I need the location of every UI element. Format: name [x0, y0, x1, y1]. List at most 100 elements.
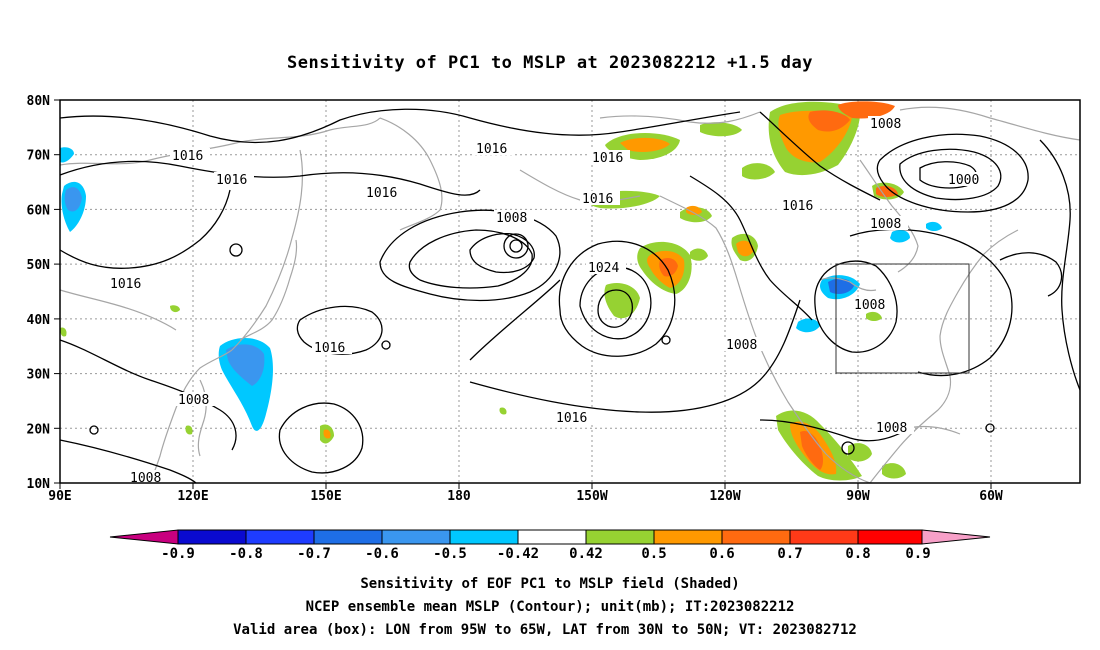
contour-low-mid — [408, 229, 533, 289]
caption-line-2: NCEP ensemble mean MSLP (Contour); unit(… — [306, 599, 795, 615]
colorbar-label: -0.7 — [297, 546, 331, 562]
colorbar-label: 0.8 — [845, 546, 870, 562]
contour-small-ring — [841, 441, 855, 455]
colorbar-cell — [177, 529, 247, 545]
shade-dot-green — [499, 407, 507, 415]
contour-small-ring5 — [381, 340, 391, 350]
lat-label: 50N — [27, 258, 51, 273]
label-bg — [780, 198, 820, 212]
contour-pac-1 — [469, 279, 561, 361]
label-bg — [128, 470, 168, 483]
contour-label: 1008 — [496, 211, 527, 226]
contour-scs-1008 — [59, 439, 197, 484]
contour-label: 1008 — [870, 117, 901, 132]
contour-label: 1016 — [366, 186, 397, 201]
caption-line-1: Sensitivity of EOF PC1 to MSLP field (Sh… — [360, 576, 739, 592]
contour-label: 1016 — [592, 151, 623, 166]
colorbar-label: 0.5 — [641, 546, 666, 562]
colorbar-label: 0.6 — [709, 546, 734, 562]
shade-hudson-blue — [890, 230, 910, 243]
colorbar-label: -0.6 — [365, 546, 399, 562]
latitude-labels: 80N 70N 60N 50N 40N 30N 20N 10N — [27, 94, 51, 492]
contour-low-outer — [379, 209, 561, 302]
contour-small-ring4 — [229, 243, 243, 257]
coast-aleutians — [519, 169, 641, 203]
shade-ohio-green — [866, 311, 882, 321]
label-bg — [868, 116, 908, 130]
contour-small-ring6 — [661, 335, 671, 345]
shade-green-130w — [700, 122, 742, 137]
contour-label: 1008 — [870, 217, 901, 232]
contour-wpac-1008 — [59, 339, 237, 451]
shade-china-green — [170, 305, 180, 313]
label-bg — [554, 410, 594, 424]
lon-label: 90E — [48, 489, 71, 504]
colorbar-label: -0.9 — [161, 546, 195, 562]
shade-edge-green — [60, 327, 67, 337]
colorbar: -0.9 -0.8 -0.7 -0.6 -0.5 -0.42 0.42 0.5 … — [109, 529, 991, 562]
label-bg — [590, 150, 630, 164]
shade-goa2-orange — [686, 205, 702, 215]
colorbar-label: 0.42 — [569, 546, 603, 562]
contour-label: 1016 — [216, 173, 247, 188]
caption-line-3: Valid area (box): LON from 95W to 65W, L… — [233, 622, 857, 638]
contour-arctic-1 — [759, 111, 881, 201]
lon-label: 60W — [979, 489, 1003, 504]
shade-cpac3-green — [690, 248, 708, 261]
contour-bc — [689, 175, 813, 321]
contour-label: 1016 — [110, 277, 141, 292]
contour-label: 1016 — [476, 142, 507, 157]
colorbar-left-arrow — [109, 529, 179, 545]
lon-label: 180 — [447, 489, 471, 504]
map-frame — [59, 99, 1081, 484]
colorbar-right-arrow — [921, 529, 991, 545]
map-gridlines — [60, 100, 1080, 483]
label-bg — [312, 340, 352, 354]
shade-green-175 — [742, 163, 775, 180]
colorbar-cell — [517, 529, 587, 545]
coast-okhotsk — [231, 149, 304, 351]
contour-low-core2 — [509, 239, 523, 253]
colorbar-cell — [449, 529, 519, 545]
contour-labels: 1016 1016 1016 1016 1016 1016 1016 1016 … — [108, 116, 986, 486]
label-bg — [852, 297, 892, 311]
contour-1016-ring — [296, 305, 383, 355]
lat-label: 70N — [27, 149, 51, 164]
contour-low-east-outer — [876, 133, 1029, 213]
contour-gulf-1008 — [759, 419, 911, 442]
lon-label: 120E — [177, 489, 208, 504]
label-bg — [580, 191, 620, 205]
lat-label: 10N — [27, 477, 51, 492]
contour-label: 1000 — [948, 173, 979, 188]
figure-captions: Sensitivity of EOF PC1 to MSLP field (Sh… — [233, 576, 857, 638]
figure-title: Sensitivity of PC1 to MSLP at 2023082212… — [287, 53, 813, 73]
contour-wpac-high — [278, 402, 364, 474]
contour-label: 1016 — [556, 411, 587, 426]
sensitivity-shading — [60, 101, 942, 481]
shade-wpac-blue — [226, 344, 265, 386]
valid-area-box — [835, 263, 970, 374]
label-bg — [494, 210, 534, 224]
contour-pac-1016-south — [469, 299, 801, 413]
shade-caribbean2-green — [882, 463, 906, 479]
shade-lakes-blue — [828, 278, 854, 294]
contour-atlantic-2 — [999, 252, 1063, 297]
contour-high-inner — [597, 289, 634, 328]
coast-kamchatka-region — [379, 117, 443, 231]
colorbar-cell — [585, 529, 655, 545]
lat-label: 20N — [27, 422, 51, 437]
coast-china-north — [59, 289, 177, 331]
contour-label: 1008 — [178, 393, 209, 408]
colorbar-cell — [653, 529, 723, 545]
shade-scs-green — [185, 425, 193, 435]
contour-small-ring3 — [985, 423, 995, 433]
shade-arctic-top — [838, 101, 895, 119]
label-bg — [108, 276, 148, 290]
shade-mexico-darkorange — [800, 430, 823, 470]
contour-asia-west — [59, 189, 231, 269]
contour-label: 1016 — [782, 199, 813, 214]
shade-bc-orange — [736, 240, 754, 257]
longitude-labels: 90E 120E 150E 180 150W 120W 90W 60W — [48, 489, 1003, 504]
map-panel: 1016 1016 1016 1016 1016 1016 1016 1016 … — [27, 94, 1081, 504]
